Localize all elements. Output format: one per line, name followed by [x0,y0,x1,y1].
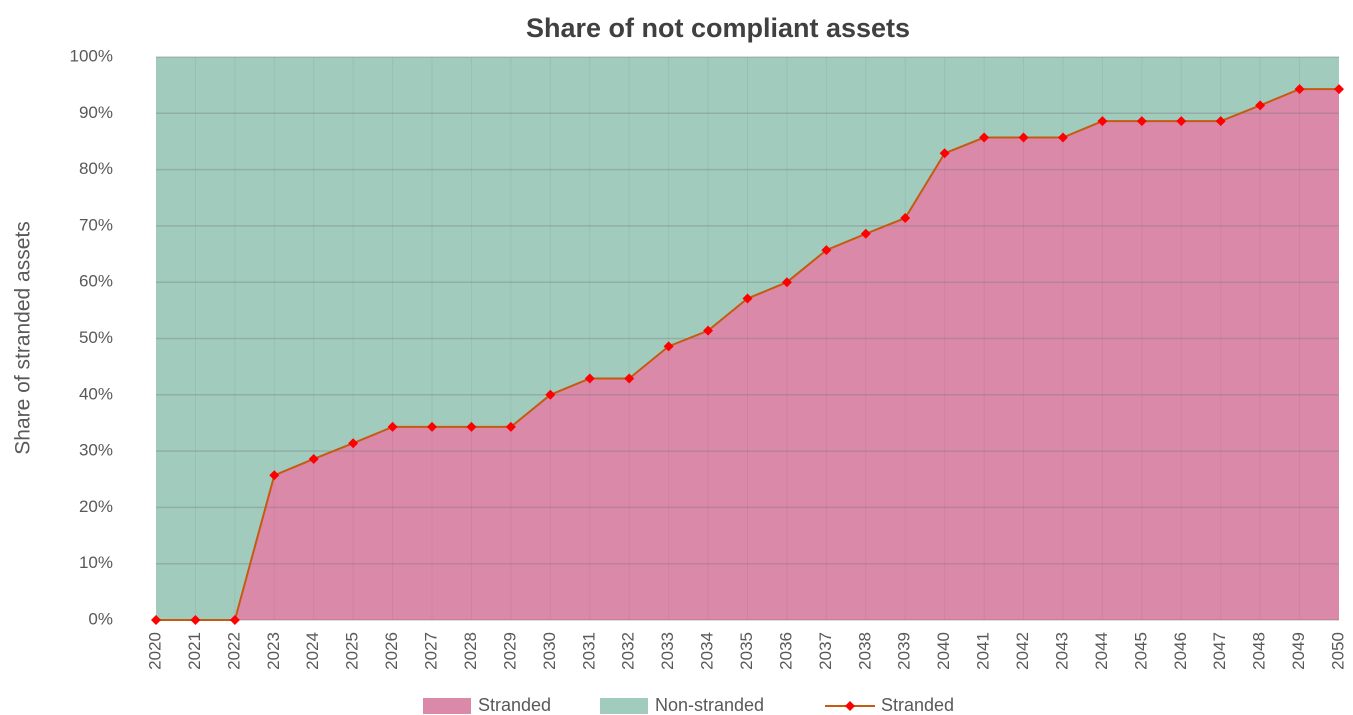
y-tick-label: 30% [79,441,113,460]
x-tick-label: 2032 [619,632,638,670]
y-tick-label: 80% [79,159,113,178]
y-tick-label: 60% [79,272,113,291]
legend-swatch [423,698,471,714]
marker [900,213,911,224]
marker [466,421,477,432]
marker [1294,84,1305,95]
marker [190,615,201,625]
x-tick-label: 2023 [264,632,283,670]
x-tick-label: 2040 [934,632,953,670]
marker [1334,84,1344,95]
marker [1255,100,1266,111]
marker [703,325,714,336]
x-tick-label: 2049 [1289,632,1308,670]
marker [1136,116,1147,127]
y-axis-label: Share of stranded assets [12,221,35,454]
x-tick-label: 2044 [1092,632,1111,670]
marker [308,453,319,464]
x-tick-label: 2030 [540,632,559,670]
y-tick-label: 10% [79,553,113,572]
marker [427,421,438,432]
x-tick-label: 2035 [737,632,756,670]
y-tick-label: 40% [79,384,113,403]
marker [545,389,556,400]
marker [505,421,516,432]
x-tick-label: 2036 [776,632,795,670]
marker [979,132,990,143]
x-tick-label: 2021 [185,632,204,670]
legend-swatch [600,698,648,714]
area [156,57,1339,620]
x-tick-label: 2047 [1210,632,1229,670]
y-tick-label: 0% [88,609,113,628]
x-tick-label: 2050 [1328,632,1347,670]
legend-marker [845,701,855,711]
x-tick-label: 2020 [145,632,164,670]
x-tick-label: 2033 [658,632,677,670]
x-tick-label: 2042 [1013,632,1032,670]
marker [624,373,635,384]
marker [1176,116,1187,127]
marker [1018,132,1029,143]
x-tick-label: 2045 [1131,632,1150,670]
y-tick-label: 100% [70,46,113,65]
legend-text: Stranded [881,695,954,715]
x-tick-label: 2027 [422,632,441,670]
y-tick-label: 20% [79,497,113,516]
chart-title: Share of not compliant assets [526,13,910,43]
x-tick-label: 2048 [1250,632,1269,670]
marker [860,228,871,239]
legend: Stranded Non-stranded Stranded [423,695,954,715]
x-tick-label: 2029 [500,632,519,670]
area [156,89,1339,620]
x-tick-label: 2038 [855,632,874,670]
marker [821,245,832,256]
marker [348,438,359,449]
x-tick-label: 2043 [1052,632,1071,670]
marker [387,421,398,432]
marker [663,341,674,352]
x-tick-label: 2034 [698,632,717,670]
marker [584,373,595,384]
x-tick-label: 2041 [974,632,993,670]
y-tick-label: 70% [79,215,113,234]
x-tick-label: 2031 [579,632,598,670]
marker [781,277,792,288]
x-tick-label: 2024 [303,632,322,670]
marker [269,470,280,481]
x-tick-label: 2046 [1171,632,1190,670]
x-tick-label: 2022 [224,632,243,670]
marker [1215,116,1226,127]
marker [742,293,753,304]
x-tick-label: 2028 [461,632,480,670]
x-tick-label: 2037 [816,632,835,670]
x-tick-label: 2039 [895,632,914,670]
legend-text: Non-stranded [655,695,764,715]
x-tick-label: 2026 [382,632,401,670]
x-tick-label: 2025 [343,632,362,670]
marker [939,148,950,159]
legend-text: Stranded [478,695,551,715]
marker [229,615,240,625]
y-tick-label: 90% [79,103,113,122]
marker [1057,132,1068,143]
marker [1097,116,1108,127]
marker [151,615,161,625]
y-tick-label: 50% [79,328,113,347]
